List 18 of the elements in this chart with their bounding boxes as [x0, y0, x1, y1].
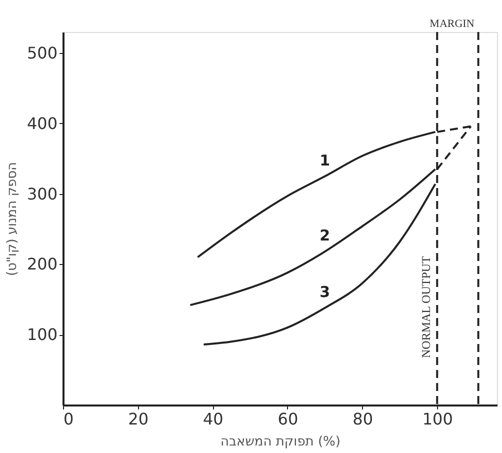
series-label: 1: [320, 151, 330, 170]
x-tick-label: 20: [128, 410, 149, 428]
x-tick-label: 40: [202, 410, 224, 428]
series-label: 2: [320, 226, 330, 245]
y-tick-label: 400: [26, 114, 58, 133]
y-axis-title: הספק המנוע (קו"ט): [4, 162, 20, 276]
ref-line-label: MARGIN: [430, 18, 474, 30]
y-tick-label: 200: [26, 254, 58, 274]
y-tick-label: 100: [26, 325, 58, 344]
series-label: 3: [320, 282, 330, 301]
x-axis-title: תפוקת המשאבה (%): [220, 434, 340, 450]
x-tick-label: 0: [64, 410, 74, 428]
x-tick-label: 100: [422, 410, 453, 428]
y-tick-label: 300: [26, 184, 58, 204]
y-tick-label: 500: [26, 44, 58, 63]
ref-line-label: NORMAL OUTPUT: [419, 255, 434, 358]
x-tick-label: 80: [352, 410, 373, 428]
x-tick-label: 60: [278, 410, 298, 428]
